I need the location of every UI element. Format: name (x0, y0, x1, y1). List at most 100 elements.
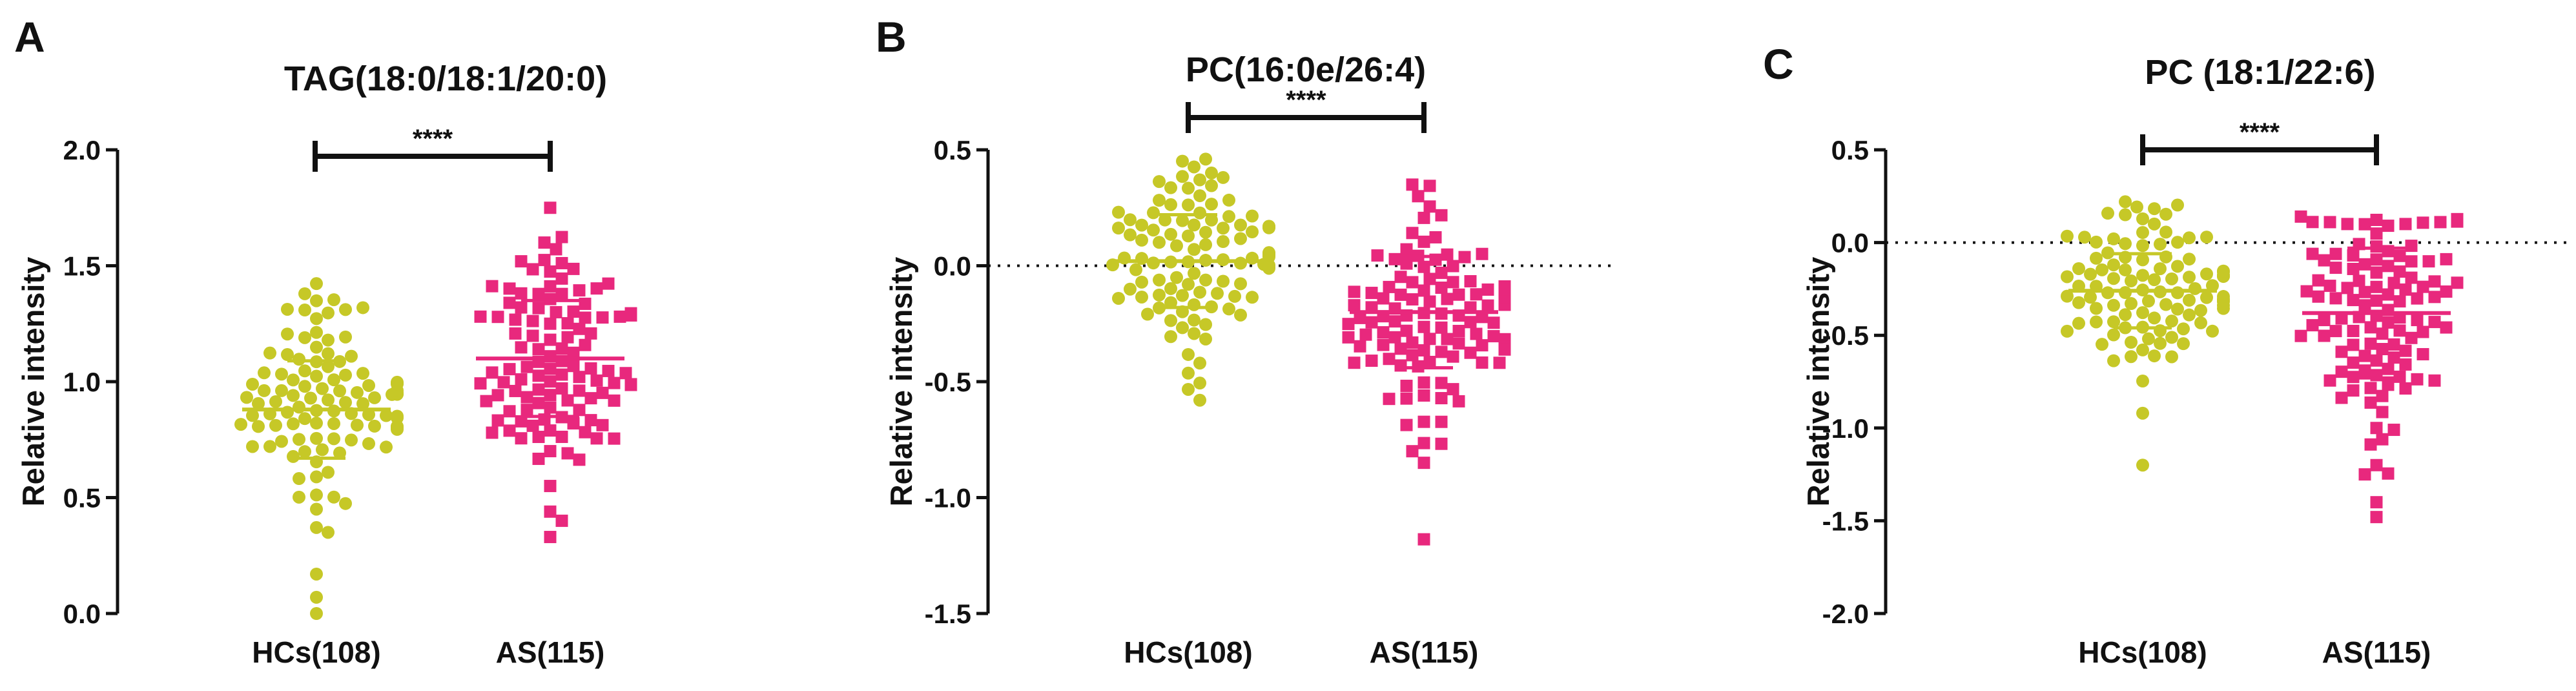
data-point-as (544, 280, 557, 293)
data-point-as (590, 282, 603, 295)
data-point-as (1447, 350, 1459, 363)
data-point-as (2370, 213, 2383, 226)
data-point-as (1481, 299, 1494, 312)
data-point-as (544, 265, 557, 278)
data-point-as (2416, 347, 2429, 360)
data-point-as (2306, 319, 2319, 332)
data-point-hc (2136, 459, 2149, 472)
data-point-hc (2125, 297, 2138, 311)
x-category-label: AS(115) (1370, 635, 1479, 669)
data-point-as (544, 424, 557, 437)
data-point-as (515, 432, 528, 445)
data-point-as (567, 346, 580, 359)
data-point-as (1423, 333, 1436, 346)
significance-label: **** (1286, 86, 1326, 114)
data-point-hc (1182, 278, 1195, 291)
data-point-hc (1234, 277, 1247, 291)
data-point-as (532, 397, 545, 409)
data-point-as (1400, 257, 1413, 270)
data-point-hc (1193, 356, 1206, 370)
data-point-as (2300, 285, 2313, 298)
data-point-as (2376, 343, 2389, 356)
data-point-as (2306, 216, 2319, 229)
data-point-hc (1193, 189, 1206, 203)
chart-panel-c: C PC (18:1/22:6) -2.0 -1.5 -1.0 -0.5 0.0 0.5 Rel… (1763, 40, 2573, 669)
data-point-hc (2154, 336, 2167, 350)
data-point-hc (310, 521, 323, 534)
data-point-hc (2119, 237, 2132, 251)
data-point-as (1487, 316, 1500, 329)
data-point-hc (2159, 298, 2172, 311)
data-point-as (532, 383, 545, 396)
data-point-hc (1199, 238, 1212, 251)
data-point-as (1365, 355, 1378, 367)
data-point-as (2382, 288, 2395, 301)
data-point-as (1417, 260, 1430, 273)
data-point-hc (2183, 293, 2196, 307)
data-point-as (2347, 294, 2360, 307)
data-point-hc (298, 445, 311, 459)
data-point-hc (287, 373, 300, 387)
data-point-hc (287, 389, 300, 402)
data-point-as (1377, 338, 1390, 351)
data-point-as (555, 342, 568, 355)
data-point-as (2422, 255, 2435, 268)
data-point-hc (368, 419, 381, 433)
data-point-hc (1199, 152, 1212, 166)
data-point-hc (1234, 256, 1247, 270)
data-point-hc (2148, 273, 2161, 287)
data-point-hc (298, 412, 311, 426)
data-point-hc (2061, 324, 2074, 338)
data-point-as (1464, 316, 1477, 329)
data-point-hc (2171, 198, 2184, 212)
data-point-hc (2125, 274, 2138, 287)
data-point-hc (2165, 315, 2178, 328)
data-point-hc (2148, 349, 2161, 363)
data-point-as (544, 375, 557, 388)
data-point-as (532, 431, 545, 444)
data-point-hc (258, 366, 271, 380)
data-point-hc (2200, 267, 2213, 281)
data-point-as (2358, 299, 2371, 312)
data-point-as (2399, 382, 2412, 395)
data-point-hc (310, 369, 323, 383)
data-point-as (2428, 374, 2441, 387)
data-point-hc (362, 378, 375, 392)
data-point-hc (2171, 302, 2184, 316)
panel-letter: B (876, 13, 907, 61)
data-point-as (2358, 468, 2371, 481)
data-point-as (2335, 346, 2348, 358)
chart-panel-a: A TAG(18:0/18:1/20:0) 0.0 0.5 1.0 1.5 2.0 Relat… (14, 13, 637, 669)
data-point-as (1423, 295, 1436, 308)
data-point-as (2306, 247, 2319, 260)
data-point-hc (2142, 332, 2155, 346)
data-point-hc (275, 367, 288, 381)
data-point-hc (1246, 291, 1259, 304)
data-point-as (1354, 340, 1366, 353)
data-point-hc (2090, 315, 2103, 329)
data-point-as (584, 392, 597, 405)
data-point-hc (2136, 225, 2149, 239)
data-point-as (619, 367, 632, 380)
data-point-hc (2061, 270, 2074, 284)
data-point-as (2318, 329, 2331, 342)
data-point-hc (1205, 213, 1218, 227)
data-point-as (1417, 344, 1430, 357)
data-point-as (1435, 376, 1448, 389)
data-point-hc (1135, 233, 1148, 247)
data-point-as (1464, 346, 1477, 359)
data-point-as (2387, 424, 2400, 437)
data-point-as (515, 341, 528, 354)
data-point-as (2329, 247, 2342, 260)
data-point-hc (2154, 262, 2167, 276)
data-point-hc (1170, 239, 1183, 253)
data-point-as (1359, 328, 1372, 341)
data-point-as (2364, 321, 2377, 334)
data-point-hc (1199, 318, 1212, 331)
data-point-as (1365, 287, 1378, 300)
data-point-as (613, 310, 626, 323)
data-point-as (520, 360, 533, 373)
data-point-hc (316, 382, 329, 395)
data-point-as (1498, 343, 1511, 356)
data-point-as (544, 401, 557, 414)
